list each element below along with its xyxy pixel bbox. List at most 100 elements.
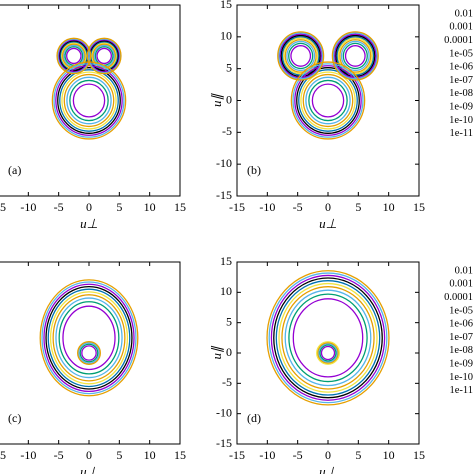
contour-line (78, 342, 100, 364)
y-tick-label: 15 (220, 0, 232, 11)
contour-line (342, 42, 368, 70)
y-tick-label: 10 (220, 284, 232, 298)
x-tick-label: 10 (383, 200, 395, 214)
contour-line (77, 341, 101, 365)
plot-frame (236, 4, 420, 197)
contour-line (87, 38, 121, 74)
contour-line (344, 45, 366, 67)
contour-line (292, 63, 364, 138)
x-tick-label: -10 (20, 448, 36, 462)
contour-line (318, 343, 338, 363)
x-tick-label: 15 (413, 448, 425, 462)
contour-line (317, 342, 339, 364)
contour-line (275, 280, 381, 396)
x-tick-label: 15 (174, 448, 186, 462)
contour-line (69, 79, 109, 122)
x-tick-label: 5 (116, 200, 122, 214)
contour-line (62, 305, 116, 371)
x-tick-label: -5 (54, 200, 64, 214)
contour-line (279, 33, 323, 79)
x-axis-label: u⊥ (80, 216, 98, 231)
legend-label: 0.0001 (444, 35, 473, 46)
contour-line (66, 76, 112, 125)
contour-line (292, 298, 364, 378)
contour-line (63, 44, 85, 68)
contour-line (308, 79, 348, 122)
contour-line (56, 37, 92, 75)
contour-line (47, 288, 131, 388)
contour-line (58, 301, 120, 375)
contour-line (283, 37, 319, 75)
x-tick-label: -15 (0, 200, 6, 214)
plot-frame (0, 4, 181, 197)
contour-line (55, 65, 123, 136)
legend-label: 1e-06 (449, 319, 473, 330)
contour-line (59, 69, 119, 132)
y-tick-label: -15 (216, 436, 232, 450)
contour-line (64, 46, 84, 66)
contour-line (316, 341, 340, 365)
contour-line (93, 44, 115, 68)
y-tick-label: -15 (216, 188, 232, 202)
x-tick-label: -5 (293, 448, 303, 462)
y-tick-label: 5 (226, 60, 232, 74)
legend-label: 1e-09 (449, 102, 473, 113)
x-axis-label: u⊥ (319, 216, 337, 231)
panel-label: (a) (8, 163, 21, 177)
contour-line (45, 285, 133, 390)
x-tick-label: 5 (355, 448, 361, 462)
plot-frame (236, 261, 420, 445)
contour-line (339, 39, 372, 73)
x-tick-label: 5 (116, 448, 122, 462)
contour-line (66, 47, 82, 65)
contour-line (288, 42, 314, 70)
contour-line (81, 345, 97, 361)
legend-label: 0.001 (449, 22, 473, 33)
contour-line (278, 282, 378, 393)
contour-line (41, 281, 137, 395)
legend-label: 0.01 (455, 8, 473, 19)
x-tick-label: 0 (325, 200, 331, 214)
x-tick-label: 0 (325, 448, 331, 462)
y-tick-label: -5 (222, 375, 232, 389)
legend-label: 1e-10 (449, 372, 473, 383)
y-tick-label: -10 (216, 156, 232, 170)
contour-line (305, 76, 351, 125)
contour-line (290, 61, 366, 140)
contour-line (51, 61, 127, 140)
panel-label: (c) (8, 411, 21, 425)
x-tick-label: 0 (86, 448, 92, 462)
y-tick-label: 10 (220, 29, 232, 43)
x-tick-label: 10 (144, 200, 156, 214)
contour-line (79, 343, 99, 363)
contour-line (286, 40, 316, 72)
x-tick-label: 10 (144, 448, 156, 462)
contour-line (273, 277, 383, 399)
contour-line (57, 67, 121, 134)
x-tick-label: -5 (54, 448, 64, 462)
y-tick-label: 0 (226, 92, 232, 106)
contour-line (333, 33, 377, 79)
contour-line (72, 83, 106, 118)
contour-line (332, 32, 378, 80)
legend-label: 1e-06 (449, 62, 473, 73)
contour-line (39, 279, 139, 397)
contour-line (302, 73, 354, 128)
x-tick-label: -15 (229, 448, 245, 462)
panel-label: (d) (247, 411, 261, 425)
x-axis-label: u⊥ (80, 464, 98, 474)
contour-line (96, 47, 112, 65)
contour-line (270, 274, 386, 401)
x-axis-label: u⊥ (319, 464, 337, 474)
y-tick-label: 0 (226, 345, 232, 359)
contour-line (319, 344, 337, 362)
legend-label: 1e-05 (449, 305, 473, 316)
legend-label: 1e-08 (449, 88, 473, 99)
x-tick-label: -10 (20, 200, 36, 214)
contour-line (266, 270, 390, 406)
x-tick-label: 10 (383, 448, 395, 462)
legend-label: 1e-11 (449, 128, 473, 139)
legend-label: 0.0001 (444, 292, 473, 303)
contour-line (94, 46, 114, 66)
